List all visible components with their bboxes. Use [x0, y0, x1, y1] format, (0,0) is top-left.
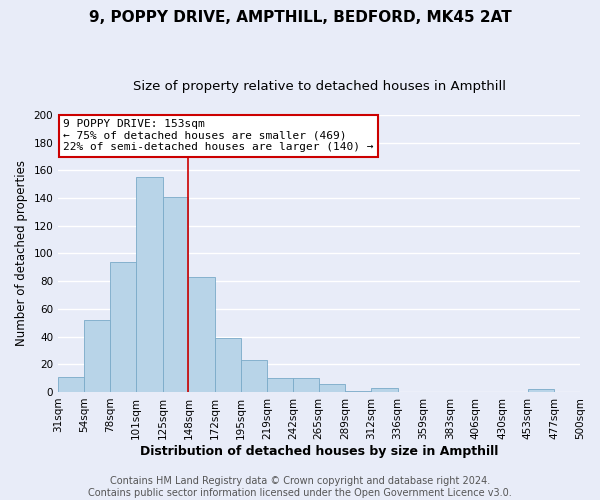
Text: 9 POPPY DRIVE: 153sqm
← 75% of detached houses are smaller (469)
22% of semi-det: 9 POPPY DRIVE: 153sqm ← 75% of detached … — [64, 119, 374, 152]
Bar — [345, 390, 371, 392]
X-axis label: Distribution of detached houses by size in Ampthill: Distribution of detached houses by size … — [140, 444, 498, 458]
Text: Contains HM Land Registry data © Crown copyright and database right 2024.
Contai: Contains HM Land Registry data © Crown c… — [88, 476, 512, 498]
Bar — [188, 277, 215, 392]
Bar — [163, 196, 188, 392]
Bar — [110, 262, 136, 392]
Bar — [136, 178, 163, 392]
Bar — [319, 384, 345, 392]
Bar — [58, 376, 84, 392]
Bar — [371, 388, 398, 392]
Y-axis label: Number of detached properties: Number of detached properties — [15, 160, 28, 346]
Bar — [293, 378, 319, 392]
Bar — [84, 320, 110, 392]
Title: Size of property relative to detached houses in Ampthill: Size of property relative to detached ho… — [133, 80, 506, 93]
Bar — [241, 360, 268, 392]
Text: 9, POPPY DRIVE, AMPTHILL, BEDFORD, MK45 2AT: 9, POPPY DRIVE, AMPTHILL, BEDFORD, MK45 … — [89, 10, 511, 25]
Bar — [268, 378, 293, 392]
Bar — [528, 389, 554, 392]
Bar — [215, 338, 241, 392]
